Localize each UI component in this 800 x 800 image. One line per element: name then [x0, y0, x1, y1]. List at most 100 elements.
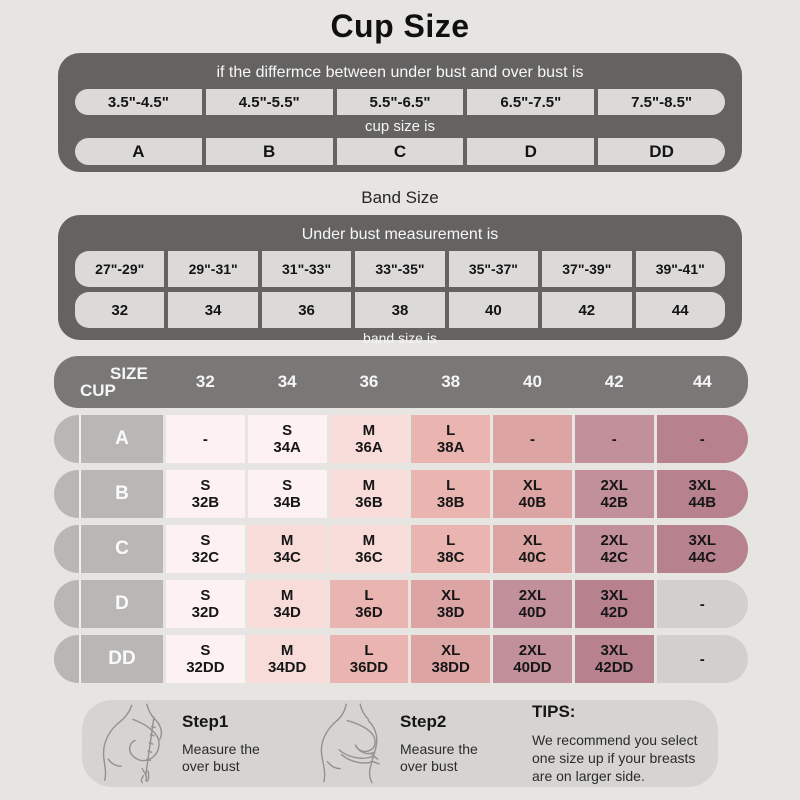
cell-size: 3XL — [600, 642, 628, 659]
band-range-pill: 35"-37" — [448, 251, 539, 287]
cell-size: XL — [522, 477, 543, 494]
step2-block: Step2 Measure the over bust — [400, 712, 502, 775]
size-cell: 3XL 44B — [656, 470, 748, 518]
cell-code: 36DD — [349, 659, 389, 676]
cup-range-pill: 7.5"-8.5" — [598, 89, 725, 115]
cell-code: 38DD — [431, 659, 470, 676]
matrix-row-dd: DD S 32DD M 34DD L 36DD XL 38DD 2XL 40DD 3XL 4… — [54, 635, 748, 683]
band-size-title: Band Size — [361, 188, 439, 207]
size-cell: 2XL 42B — [574, 470, 654, 518]
band-number-pill: 40 — [448, 292, 539, 328]
page-title: Cup Size — [330, 8, 470, 44]
cell-size: 3XL — [688, 532, 717, 549]
cell-size: 2XL — [600, 477, 628, 494]
cell-code: 34A — [273, 439, 301, 456]
band-range-pill: 39"-41" — [635, 251, 725, 287]
cell-size: M — [280, 587, 294, 604]
tips-block: TIPS: We recommend you select one size u… — [532, 702, 704, 785]
tips-title: TIPS: — [532, 702, 576, 721]
size-cell: M 34DD — [247, 635, 327, 683]
size-cell: S 32C — [166, 525, 245, 573]
matrix-column-header: 32 — [195, 372, 215, 391]
cup-range-pill: 4.5"-5.5" — [205, 89, 333, 115]
cup-letters-row: A B C D DD — [75, 138, 725, 165]
size-cell: 3XL 44C — [656, 525, 748, 573]
cell-code: 36A — [355, 439, 383, 456]
cell-size: 2XL — [600, 532, 628, 549]
size-cell: S 34B — [247, 470, 327, 518]
cell-size: M — [362, 422, 376, 439]
matrix-row-b: B S 32B S 34B M 36B L 38B XL 40B 2XL 42B 3XL 44… — [54, 470, 748, 518]
cup-letter-pill: B — [205, 138, 333, 165]
size-cell: S 34A — [247, 415, 327, 463]
size-cell: M 36B — [329, 470, 409, 518]
size-cell: S 32DD — [166, 635, 245, 683]
size-cell: L 36D — [329, 580, 409, 628]
cell-size: M — [362, 477, 376, 494]
size-cell: XL 38D — [411, 580, 491, 628]
cell-size: S — [282, 477, 293, 494]
size-cell: M 34C — [247, 525, 327, 573]
cell-code: 34DD — [267, 659, 307, 676]
size-cell: L 38A — [411, 415, 491, 463]
cell-size: 2XL — [518, 587, 547, 604]
cell-code: 32C — [191, 549, 220, 566]
cell-size: M — [362, 532, 376, 549]
band-number-pill: 38 — [355, 292, 445, 328]
band-range-pill: 29"-31" — [168, 251, 258, 287]
size-cell: XL 40C — [493, 525, 572, 573]
cell-code: 42DD — [595, 659, 634, 676]
size-cell: L 36DD — [329, 635, 409, 683]
size-cell: M 36A — [329, 415, 409, 463]
cell-size: 3XL — [688, 477, 717, 494]
band-panel-heading: Under bust measurement is — [301, 226, 499, 243]
cell-code: 40B — [518, 494, 547, 511]
size-cell: - — [656, 580, 748, 628]
band-number-pill: 44 — [635, 292, 725, 328]
cell-size: L — [446, 422, 456, 439]
cell-code: 32D — [191, 604, 220, 621]
cell-code: 38A — [436, 439, 465, 456]
band-range-pill: 31"-33" — [261, 251, 352, 287]
size-cell: 2XL 40DD — [493, 635, 572, 683]
step1-text: Measure the over bust — [182, 741, 260, 774]
underbust-ranges-row: 27"-29" 29"-31" 31"-33" 33"-35" 35"-37" … — [75, 251, 725, 287]
step2-text: Measure the over bust — [400, 741, 478, 774]
cell-size: S — [200, 477, 211, 494]
matrix-row-d: D S 32D M 34D L 36D XL 38D 2XL 40D 3XL 42D - — [54, 580, 748, 628]
step1-title: Step1 — [182, 712, 229, 731]
band-range-pill: 33"-35" — [355, 251, 445, 287]
size-cell: 3XL 42DD — [574, 635, 654, 683]
cell-code: 34D — [273, 604, 301, 621]
matrix-column-header: 44 — [692, 372, 712, 391]
cup-letter-pill: A — [75, 138, 202, 165]
size-cell: 2XL 42C — [574, 525, 654, 573]
band-size-panel: Under bust measurement is 27"-29" 29"-31… — [58, 215, 742, 346]
cup-letter-pill: D — [467, 138, 595, 165]
cell-code: - — [699, 595, 705, 613]
matrix-column-header: 38 — [441, 372, 461, 391]
cell-code: 36C — [355, 549, 383, 566]
band-number-pill: 36 — [261, 292, 352, 328]
size-cell: L 38C — [411, 525, 491, 573]
band-number-pill: 34 — [168, 292, 258, 328]
cell-code: 34C — [273, 549, 301, 566]
cup-letter-pill: C — [336, 138, 464, 165]
cell-code: 32B — [191, 494, 220, 511]
matrix-column-header: 34 — [277, 372, 297, 391]
cup-row-label: DD — [54, 635, 163, 683]
band-panel-subheading: band size is — [363, 330, 437, 346]
matrix-column-header: 40 — [522, 372, 542, 391]
size-cell: M 36C — [329, 525, 409, 573]
cell-code: 42C — [600, 549, 628, 566]
cell-code: 40D — [518, 604, 547, 621]
cell-size: S — [200, 532, 211, 549]
step1-figure-icon — [102, 702, 163, 783]
cell-size: 2XL — [518, 642, 547, 659]
cup-size-panel: if the differmce between under bust and … — [58, 53, 742, 172]
tips-text: We recommend you select one size up if y… — [532, 732, 698, 784]
size-cell: 2XL 40D — [493, 580, 572, 628]
cell-code: - — [611, 430, 617, 448]
cell-code: 38C — [436, 549, 465, 566]
cell-code: 40C — [518, 549, 547, 566]
